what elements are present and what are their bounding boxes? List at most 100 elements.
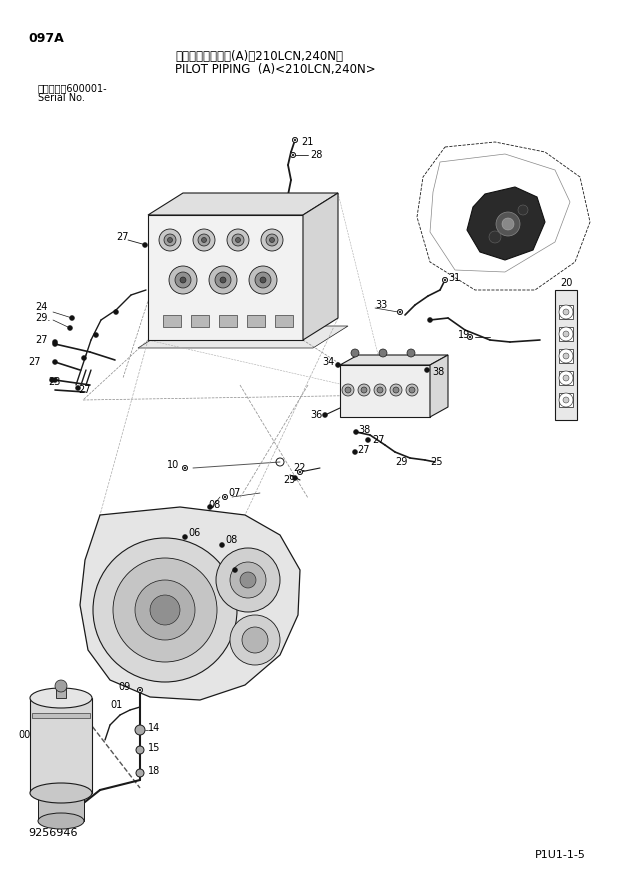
Circle shape — [94, 333, 99, 337]
Circle shape — [397, 309, 402, 314]
Circle shape — [209, 266, 237, 294]
Circle shape — [136, 769, 144, 777]
Circle shape — [135, 580, 195, 640]
Circle shape — [292, 154, 294, 156]
Circle shape — [53, 342, 58, 347]
Circle shape — [293, 476, 298, 481]
Circle shape — [69, 315, 74, 321]
Circle shape — [68, 326, 73, 330]
Bar — [30, 698, 92, 793]
Circle shape — [502, 218, 514, 230]
Text: PILOT PIPING  (A)<210LCN,240N>: PILOT PIPING (A)<210LCN,240N> — [175, 63, 376, 76]
Text: 09: 09 — [118, 682, 130, 692]
Circle shape — [240, 572, 256, 588]
Circle shape — [559, 305, 573, 319]
Bar — [32, 713, 90, 718]
Circle shape — [291, 152, 296, 158]
Ellipse shape — [30, 783, 92, 803]
Circle shape — [489, 231, 501, 243]
Circle shape — [150, 595, 180, 625]
Text: 38: 38 — [358, 425, 370, 435]
Bar — [559, 305, 573, 319]
Circle shape — [230, 562, 266, 598]
Polygon shape — [303, 193, 338, 340]
Circle shape — [169, 266, 197, 294]
Text: 20: 20 — [560, 278, 572, 288]
Circle shape — [230, 615, 280, 665]
Text: 23: 23 — [48, 377, 60, 387]
Text: 36: 36 — [310, 410, 322, 420]
Circle shape — [397, 309, 402, 314]
Text: 29: 29 — [283, 475, 295, 485]
Circle shape — [399, 311, 401, 313]
Circle shape — [443, 278, 448, 282]
Polygon shape — [148, 215, 303, 340]
Text: 31: 31 — [448, 273, 460, 283]
Circle shape — [559, 371, 573, 385]
Circle shape — [266, 234, 278, 246]
Circle shape — [175, 272, 191, 288]
Circle shape — [261, 229, 283, 251]
Circle shape — [255, 272, 271, 288]
Polygon shape — [340, 365, 430, 417]
Circle shape — [159, 229, 181, 251]
Circle shape — [390, 384, 402, 396]
Circle shape — [232, 568, 237, 573]
Text: 08: 08 — [208, 500, 220, 510]
Circle shape — [81, 356, 87, 361]
Ellipse shape — [30, 688, 92, 708]
Circle shape — [563, 375, 569, 381]
Circle shape — [467, 335, 472, 340]
Circle shape — [559, 349, 573, 363]
Circle shape — [563, 397, 569, 403]
Ellipse shape — [38, 813, 84, 829]
Circle shape — [53, 359, 58, 364]
Circle shape — [55, 680, 67, 692]
Circle shape — [377, 387, 383, 393]
Text: 27: 27 — [357, 445, 370, 455]
Text: Serial No.: Serial No. — [38, 93, 85, 103]
Bar — [275, 315, 293, 327]
Circle shape — [299, 471, 301, 473]
Circle shape — [208, 505, 213, 510]
Circle shape — [353, 449, 358, 455]
Text: 14: 14 — [148, 723, 160, 733]
Text: 38: 38 — [432, 367, 445, 377]
Text: パイロット配管　(A)＜210LCN,240N＞: パイロット配管 (A)＜210LCN,240N＞ — [175, 50, 343, 62]
Text: 08: 08 — [238, 562, 250, 572]
Text: 27: 27 — [35, 335, 48, 345]
Circle shape — [50, 378, 55, 383]
Circle shape — [563, 353, 569, 359]
Circle shape — [242, 627, 268, 653]
Circle shape — [409, 387, 415, 393]
Circle shape — [469, 336, 471, 338]
Circle shape — [232, 234, 244, 246]
Text: 08: 08 — [225, 535, 237, 545]
Circle shape — [444, 279, 446, 281]
Circle shape — [143, 243, 148, 248]
Circle shape — [220, 277, 226, 283]
Text: 27: 27 — [372, 435, 384, 445]
Polygon shape — [148, 193, 338, 215]
Bar — [559, 371, 573, 385]
Polygon shape — [80, 507, 300, 700]
Circle shape — [224, 496, 226, 498]
Circle shape — [428, 317, 433, 322]
Text: 18: 18 — [148, 766, 160, 776]
Text: 06: 06 — [188, 528, 200, 538]
Circle shape — [379, 349, 387, 357]
Text: 00: 00 — [18, 730, 30, 740]
Circle shape — [407, 349, 415, 357]
Circle shape — [113, 558, 217, 662]
Circle shape — [215, 272, 231, 288]
Bar — [191, 315, 209, 327]
Bar — [219, 315, 237, 327]
Text: 15: 15 — [148, 743, 161, 753]
Circle shape — [182, 465, 187, 470]
Text: 34: 34 — [322, 357, 334, 367]
Circle shape — [219, 542, 224, 548]
Text: P1U1-1-5: P1U1-1-5 — [535, 850, 586, 860]
Circle shape — [335, 363, 340, 368]
Bar — [38, 793, 84, 821]
Circle shape — [293, 138, 298, 143]
